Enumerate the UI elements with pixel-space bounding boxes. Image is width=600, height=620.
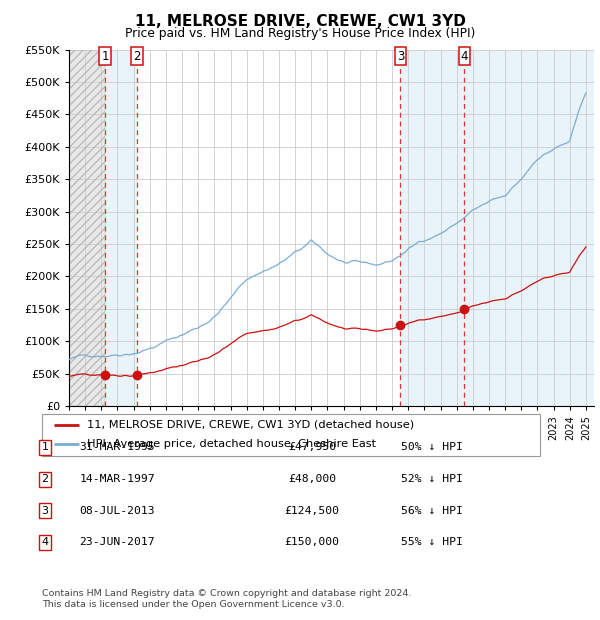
Text: 23-JUN-2017: 23-JUN-2017 [79,538,155,547]
Text: 2: 2 [133,50,140,63]
Bar [106,50,137,406]
Text: 11, MELROSE DRIVE, CREWE, CW1 3YD (detached house): 11, MELROSE DRIVE, CREWE, CW1 3YD (detac… [87,420,414,430]
Bar [464,50,594,406]
Text: 50% ↓ HPI: 50% ↓ HPI [401,443,463,453]
Text: £124,500: £124,500 [284,506,340,516]
Text: HPI: Average price, detached house, Cheshire East: HPI: Average price, detached house, Ches… [87,440,376,450]
FancyBboxPatch shape [42,414,540,456]
Text: 14-MAR-1997: 14-MAR-1997 [79,474,155,484]
Text: 3: 3 [397,50,404,63]
Text: 11, MELROSE DRIVE, CREWE, CW1 3YD: 11, MELROSE DRIVE, CREWE, CW1 3YD [134,14,466,29]
Bar [69,50,106,406]
Text: Contains HM Land Registry data © Crown copyright and database right 2024.
This d: Contains HM Land Registry data © Crown c… [42,590,412,609]
Text: £150,000: £150,000 [284,538,340,547]
Text: Price paid vs. HM Land Registry's House Price Index (HPI): Price paid vs. HM Land Registry's House … [125,27,475,40]
Text: £47,950: £47,950 [288,443,336,453]
Text: 56% ↓ HPI: 56% ↓ HPI [401,506,463,516]
Text: 31-MAR-1995: 31-MAR-1995 [79,443,155,453]
Text: 2: 2 [41,474,49,484]
Bar [400,50,464,406]
Text: 4: 4 [41,538,49,547]
Text: 55% ↓ HPI: 55% ↓ HPI [401,538,463,547]
Text: £48,000: £48,000 [288,474,336,484]
Text: 08-JUL-2013: 08-JUL-2013 [79,506,155,516]
Text: 1: 1 [41,443,49,453]
Bar [69,50,106,406]
Text: 52% ↓ HPI: 52% ↓ HPI [401,474,463,484]
Text: 4: 4 [461,50,468,63]
Text: 3: 3 [41,506,49,516]
Text: 1: 1 [101,50,109,63]
